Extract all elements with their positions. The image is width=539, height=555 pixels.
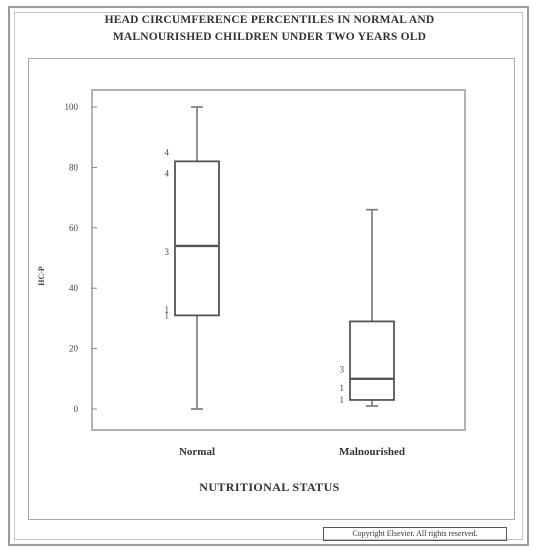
copyright-footer: Copyright Elsevier. All rights reserved. — [323, 527, 507, 541]
x-category-label-malnourished: Malnourished — [339, 446, 405, 458]
chart-inner-frame — [28, 58, 515, 520]
point-label-malnourished-2: 3 — [340, 365, 345, 375]
box-malnourished — [349, 320, 395, 401]
chart-title-line-1: HEAD CIRCUMFERENCE PERCENTILES IN NORMAL… — [104, 14, 435, 26]
point-label-normal-1: 1 — [165, 310, 170, 320]
point-label-malnourished-0: 1 — [340, 395, 345, 405]
box-normal — [174, 160, 220, 317]
point-label-normal-3: 3 — [165, 247, 170, 257]
y-tick-label-40: 40 — [69, 283, 79, 293]
y-tick-label-0: 0 — [74, 404, 79, 414]
point-label-normal-4: 4 — [165, 168, 170, 178]
y-tick-label-100: 100 — [65, 102, 79, 112]
y-tick-label-20: 20 — [69, 344, 79, 354]
outer-frame — [8, 6, 529, 546]
chart-title-line-2: MALNOURISHED CHILDREN UNDER TWO YEARS OL… — [112, 31, 427, 43]
point-label-malnourished-1: 1 — [340, 383, 345, 393]
plot-area-border — [91, 89, 466, 431]
outer-frame-inner — [14, 12, 523, 540]
y-tick-label-60: 60 — [69, 223, 79, 233]
x-category-label-normal: Normal — [179, 446, 215, 458]
y-tick-label-80: 80 — [69, 162, 79, 172]
point-label-normal-5: 4 — [165, 147, 170, 157]
point-label-normal-2: 1 — [165, 304, 170, 314]
y-axis-label: HC-P — [37, 266, 46, 286]
x-axis-title: NUTRITIONAL STATUS — [199, 480, 340, 494]
